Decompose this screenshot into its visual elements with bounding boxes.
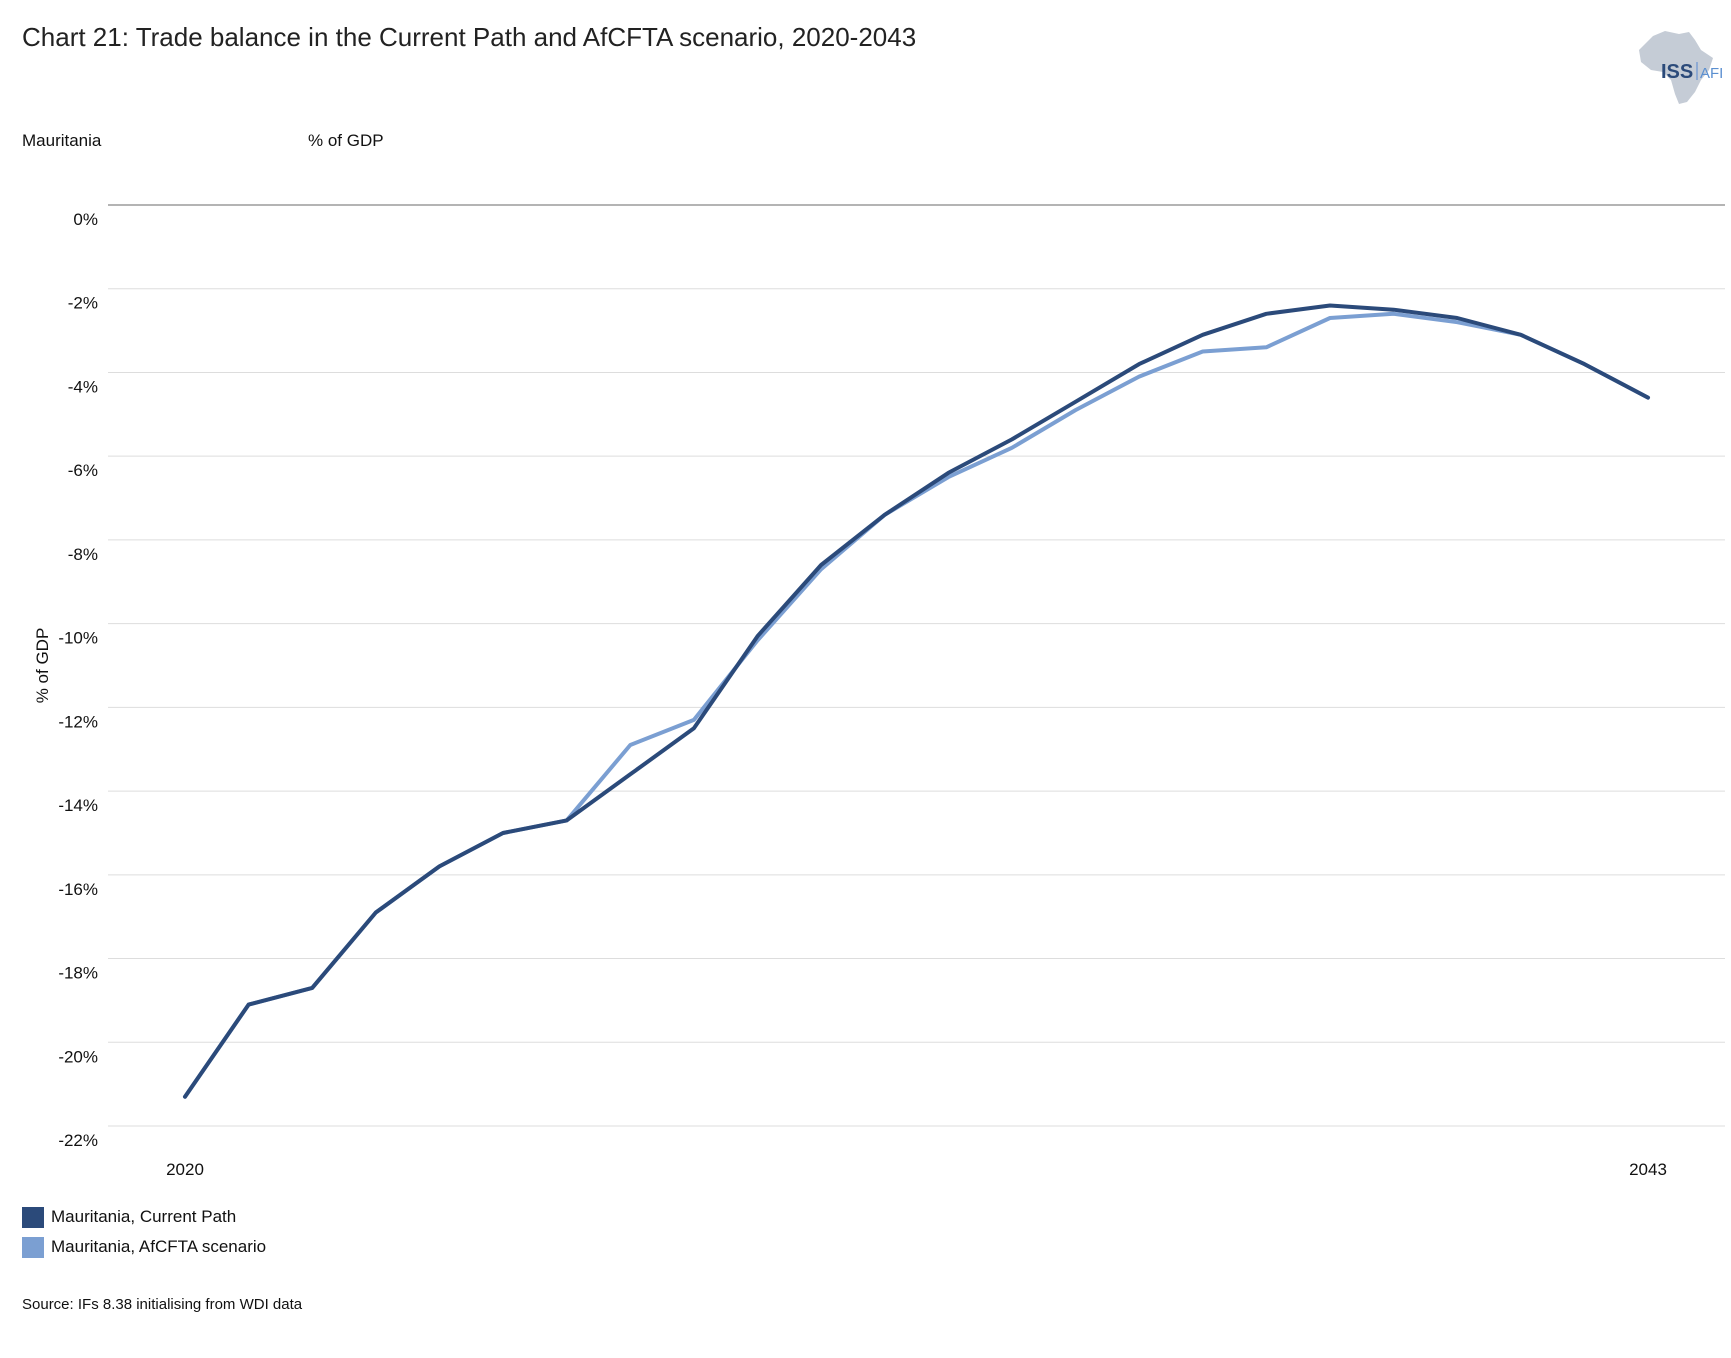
y-tick-label: -14% bbox=[58, 796, 98, 815]
y-tick-label: -18% bbox=[58, 964, 98, 983]
chart-title: Chart 21: Trade balance in the Current P… bbox=[22, 22, 917, 52]
country-label: Mauritania bbox=[22, 131, 102, 150]
series-line-current-path bbox=[183, 303, 1650, 1099]
legend-swatch bbox=[22, 1236, 44, 1258]
y-tick-label: -16% bbox=[58, 880, 98, 899]
y-tick-label: -6% bbox=[68, 461, 98, 480]
y-tick-label: -10% bbox=[58, 629, 98, 648]
legend-label: Mauritania, Current Path bbox=[51, 1207, 237, 1226]
y-tick-label: -12% bbox=[58, 712, 98, 731]
gridlines bbox=[108, 204, 1725, 1127]
unit-label: % of GDP bbox=[308, 131, 384, 150]
x-tick-label: 2020 bbox=[166, 1160, 204, 1179]
iss-afi-logo: ISS AFI bbox=[1623, 28, 1723, 106]
legend-item-afcfta: Mauritania, AfCFTA scenario bbox=[22, 1232, 266, 1262]
logo-afi-text: AFI bbox=[1700, 65, 1723, 82]
y-tick-label: -8% bbox=[68, 545, 98, 564]
y-axis-label: % of GDP bbox=[33, 628, 52, 704]
y-tick-label: -22% bbox=[58, 1131, 98, 1150]
y-tick-label: -20% bbox=[58, 1047, 98, 1066]
y-axis-ticks: 0% -2% -4% -6% -8% -10% -12% -14% -16% -18% -20% -2… bbox=[58, 210, 98, 1150]
x-axis-ticks: 2020 2043 bbox=[166, 1160, 1667, 1179]
legend: Mauritania, Current Path Mauritania, AfC… bbox=[22, 1202, 266, 1262]
y-tick-label: -2% bbox=[68, 294, 98, 313]
y-tick-label: 0% bbox=[73, 210, 98, 229]
legend-swatch bbox=[22, 1206, 44, 1228]
logo-iss-text: ISS bbox=[1661, 61, 1693, 83]
series-line-afcfta bbox=[183, 311, 1650, 1099]
legend-item-current-path: Mauritania, Current Path bbox=[22, 1202, 266, 1232]
legend-label: Mauritania, AfCFTA scenario bbox=[51, 1237, 267, 1256]
africa-map-icon bbox=[1639, 31, 1713, 104]
source-note: Source: IFs 8.38 initialising from WDI d… bbox=[22, 1296, 303, 1313]
y-tick-label: -4% bbox=[68, 377, 98, 396]
series-lines bbox=[183, 303, 1650, 1099]
x-tick-label: 2043 bbox=[1629, 1160, 1667, 1179]
